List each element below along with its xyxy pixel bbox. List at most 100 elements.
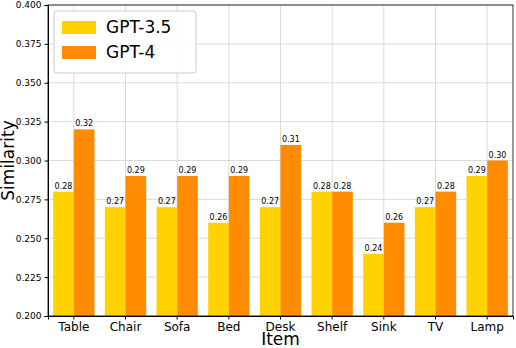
bar xyxy=(487,161,508,317)
plot: 0.280.270.270.260.270.280.240.270.290.32… xyxy=(16,0,514,334)
tick: Sofa xyxy=(164,316,191,334)
tick-mark xyxy=(125,316,126,320)
tick: 0.200 xyxy=(16,311,48,321)
axis-line xyxy=(45,6,49,317)
chart: 0.280.270.270.260.270.280.240.270.290.32… xyxy=(0,0,516,348)
tick-mark xyxy=(280,316,281,320)
data-label: 0.29 xyxy=(127,166,145,175)
tick: 0.300 xyxy=(16,156,48,166)
tick-mark xyxy=(73,316,74,320)
tick-mark xyxy=(177,316,178,320)
tick: Table xyxy=(57,316,89,334)
data-label: 0.24 xyxy=(365,244,383,253)
tick-label: Sink xyxy=(371,320,397,334)
bar xyxy=(384,223,405,316)
tick-label: Bed xyxy=(217,320,240,334)
tick: Shelf xyxy=(317,316,348,334)
bar xyxy=(126,176,147,316)
bar xyxy=(229,176,250,316)
bar xyxy=(177,176,198,316)
tick-mark xyxy=(45,44,49,45)
tick: 0.275 xyxy=(16,195,48,205)
tick: Lamp xyxy=(470,316,503,334)
tick-label: 0.350 xyxy=(16,78,42,88)
tick-mark xyxy=(45,83,49,84)
tick-label: 0.325 xyxy=(16,117,42,127)
tick: Sink xyxy=(371,316,397,334)
data-label: 0.28 xyxy=(437,182,455,191)
bar xyxy=(415,207,436,316)
tick: Bed xyxy=(217,316,240,334)
data-label: 0.27 xyxy=(261,197,279,206)
bar xyxy=(157,207,178,316)
bar xyxy=(281,145,302,316)
bar xyxy=(467,176,488,316)
tick: 0.250 xyxy=(16,234,48,244)
tick: 0.325 xyxy=(16,117,48,127)
tick-mark xyxy=(435,316,436,320)
tick-label: 0.375 xyxy=(16,39,42,49)
bar xyxy=(208,223,229,316)
tick-label: Shelf xyxy=(317,320,348,334)
data-label: 0.28 xyxy=(334,182,352,191)
tick-mark xyxy=(45,238,49,239)
data-label: 0.28 xyxy=(55,182,73,191)
data-label: 0.29 xyxy=(468,166,486,175)
tick-label: 0.400 xyxy=(16,0,42,10)
bar xyxy=(74,129,95,316)
data-label: 0.27 xyxy=(416,197,434,206)
tick: TV xyxy=(427,316,444,334)
bar xyxy=(260,207,281,316)
tick: 0.350 xyxy=(16,78,48,88)
data-label: 0.28 xyxy=(313,182,331,191)
data-label: 0.30 xyxy=(489,151,507,160)
bar xyxy=(53,192,74,316)
bar xyxy=(332,192,353,316)
tick-mark xyxy=(487,316,488,320)
data-label: 0.29 xyxy=(179,166,197,175)
legend-item: GPT-4 xyxy=(62,42,155,62)
legend-label: GPT-4 xyxy=(106,42,155,62)
legend-frame xyxy=(54,11,196,73)
grid xyxy=(48,5,513,316)
bars xyxy=(53,129,508,316)
data-label: 0.26 xyxy=(385,213,403,222)
data-label: 0.27 xyxy=(106,197,124,206)
data-label: 0.29 xyxy=(230,166,248,175)
tick-label: TV xyxy=(427,320,444,334)
y-axis-title: Similarity xyxy=(0,120,18,200)
legend-item: GPT-3.5 xyxy=(62,17,171,37)
bar xyxy=(436,192,457,316)
tick-mark xyxy=(45,5,49,6)
tick-mark xyxy=(45,277,49,278)
tick-mark xyxy=(45,122,49,123)
tick-label: Sofa xyxy=(164,320,191,334)
legend-swatch xyxy=(62,21,96,34)
tick-label: Chair xyxy=(110,320,142,334)
data-label: 0.27 xyxy=(158,197,176,206)
tick: 0.400 xyxy=(16,0,48,10)
tick-label: 0.200 xyxy=(16,311,42,321)
tick: 0.225 xyxy=(16,273,48,283)
bar xyxy=(105,207,126,316)
x-axis-title: Item xyxy=(261,329,300,348)
legend-swatch xyxy=(62,46,96,59)
tick-mark xyxy=(45,161,49,162)
tick-label: 0.275 xyxy=(16,195,42,205)
tick-mark xyxy=(383,316,384,320)
tick: Chair xyxy=(110,316,142,334)
data-labels: 0.280.270.270.260.270.280.240.270.290.32… xyxy=(55,119,507,252)
tick-mark xyxy=(228,316,229,320)
tick-mark xyxy=(45,316,49,317)
tick: 0.375 xyxy=(16,39,48,49)
y-axis: 0.200 0.225 0.250 0.275 0.300 0.325 0.350 0.375… xyxy=(16,0,49,321)
bar xyxy=(312,192,333,316)
tick-label: 0.250 xyxy=(16,234,42,244)
frame xyxy=(48,5,513,316)
tick-label: 0.225 xyxy=(16,273,42,283)
tick-label: Lamp xyxy=(470,320,503,334)
tick-mark xyxy=(332,316,333,320)
legend-label: GPT-3.5 xyxy=(106,17,171,37)
tick-label: 0.300 xyxy=(16,156,42,166)
tick-label: Table xyxy=(57,320,89,334)
